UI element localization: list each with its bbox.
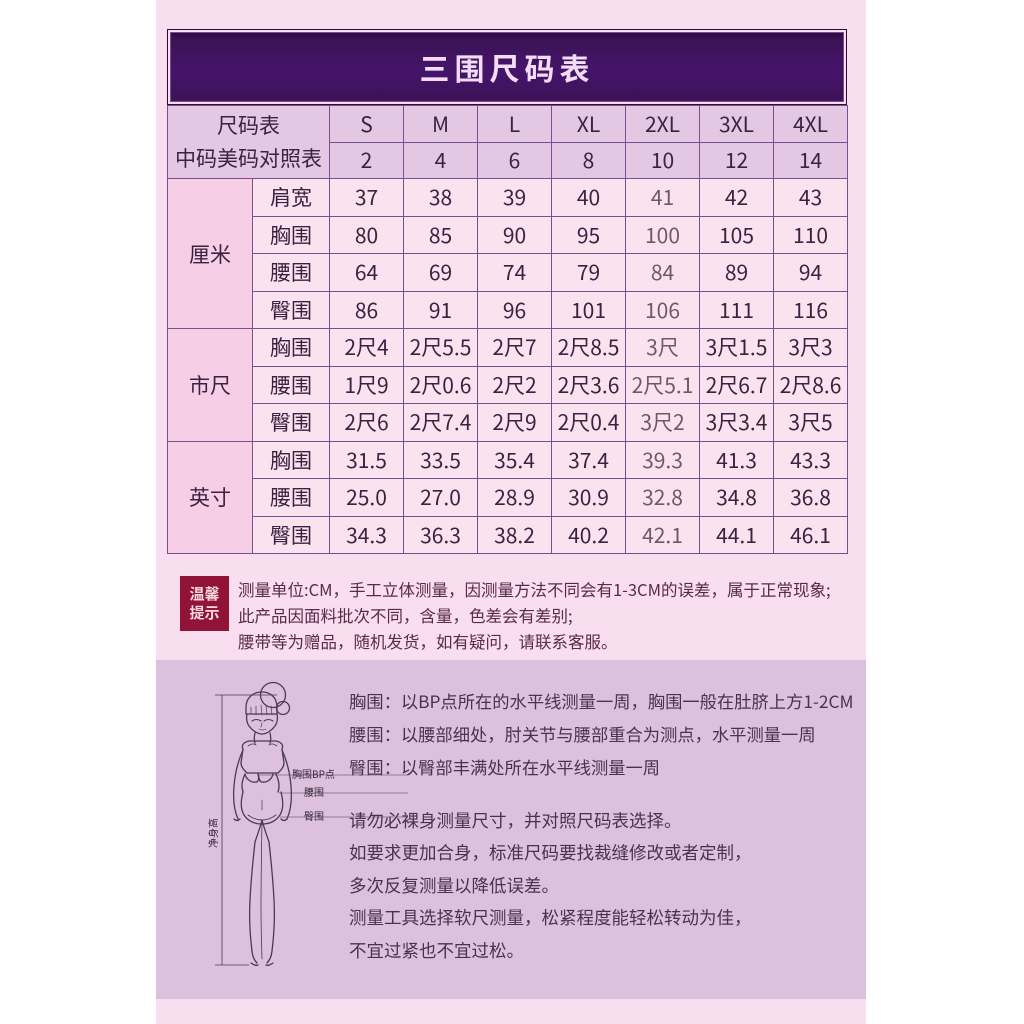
svg-text:净身高: 净身高 [205,818,220,848]
svg-text:腰围: 腰围 [304,784,324,799]
svg-text:胸围BP点: 胸围BP点 [292,766,335,781]
svg-text:臀围: 臀围 [304,808,324,823]
